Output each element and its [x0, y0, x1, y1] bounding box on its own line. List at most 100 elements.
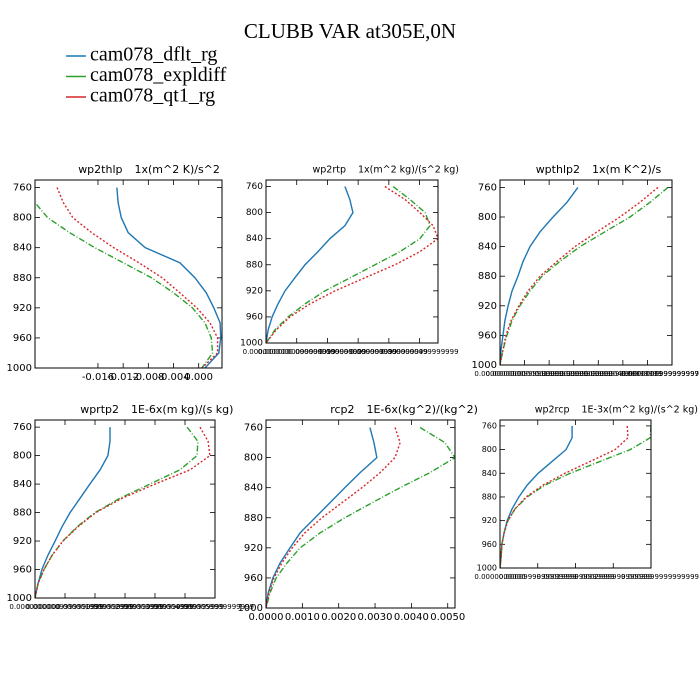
y-tick-label: 840	[478, 242, 497, 253]
panel-title: wp2rcp	[535, 405, 570, 416]
profile-line	[500, 186, 579, 365]
y-tick-label: 800	[244, 453, 263, 464]
x-tick-label: 0.0000029999999999	[86, 603, 164, 611]
profile-line	[116, 187, 222, 368]
y-tick-label: 960	[244, 573, 263, 584]
panel-title: wp2rtp	[312, 165, 346, 176]
plot-frame	[265, 179, 439, 344]
panel-units: 1x(m^2 kg)/(s^2 kg)	[358, 165, 459, 176]
legend-label: cam078_expldiff	[90, 64, 227, 86]
legend-label: cam078_dflt_rg	[90, 44, 217, 66]
x-tick-label: 0.0000000000	[474, 573, 525, 581]
panel-title: wpthlp2	[536, 163, 580, 176]
y-tick-label: 800	[246, 208, 263, 218]
x-tick-label: 0.0000000399999999	[350, 348, 428, 356]
y-tick-label: 1000	[238, 603, 263, 614]
profile-line	[500, 186, 659, 365]
profile-line	[35, 201, 214, 368]
x-tick-label: 0.0050	[430, 612, 465, 623]
y-tick-label: 800	[13, 213, 32, 224]
y-tick-label: 880	[13, 508, 32, 519]
y-tick-label: 760	[13, 183, 32, 194]
profile-line	[35, 427, 111, 598]
y-tick-label: 920	[244, 543, 263, 554]
y-tick-label: 1000	[240, 339, 263, 349]
y-tick-label: 960	[13, 333, 32, 344]
x-tick-label: 0.0000009999999999	[26, 603, 104, 611]
x-tick-label: 0.0030	[358, 612, 393, 623]
y-tick-label: 760	[246, 182, 263, 192]
legend-label: cam078_qt1_rg	[90, 85, 215, 107]
profile-line	[266, 427, 378, 608]
y-tick-label: 760	[478, 182, 497, 193]
y-tick-label: 880	[478, 271, 497, 282]
panel-title: rcp2	[330, 403, 354, 416]
panel-units: 1E-6x(kg^2)/(kg^2)	[367, 403, 478, 416]
profile-line	[500, 186, 669, 365]
x-tick-label: 0.0000003999999999	[559, 370, 637, 378]
panel-units: 1x(m K^2)/s	[592, 163, 661, 176]
y-tick-label: 800	[482, 445, 497, 454]
x-tick-label: 0.0000000299999999	[319, 348, 397, 356]
x-tick-label: 0.0000039999999999	[116, 603, 194, 611]
y-tick-label: 1000	[7, 363, 32, 374]
x-tick-label: 0.0003999999999999	[621, 573, 699, 581]
plot-frame	[499, 419, 652, 569]
y-tick-label: 840	[13, 479, 32, 490]
x-tick-label: 0.0000049999999999	[146, 603, 224, 611]
x-tick-label: 0.0020	[321, 612, 356, 623]
y-tick-label: 960	[246, 312, 263, 322]
y-tick-label: 840	[246, 234, 263, 244]
y-tick-label: 960	[13, 565, 32, 576]
x-tick-label: 0.0000000099999999	[258, 348, 336, 356]
x-tick-label: 0.0000019999999999	[56, 603, 134, 611]
plot-frame	[499, 179, 673, 366]
y-tick-label: 920	[482, 516, 497, 525]
x-tick-label: 0.0000000000	[474, 370, 525, 378]
y-tick-label: 800	[478, 212, 497, 223]
y-tick-label: 920	[13, 303, 32, 314]
x-tick-label: 0.0000000499999999	[381, 348, 459, 356]
panel-units: 1E-6x(m kg)/(s kg)	[131, 403, 233, 416]
profile-line	[266, 186, 354, 343]
x-tick-label: 0.0000059999999999	[176, 603, 254, 611]
x-tick-label: -0.016	[82, 372, 114, 383]
x-tick-label: 0.0000002999999999	[535, 370, 613, 378]
x-tick-label: 0.0000000199999999	[288, 348, 366, 356]
x-tick-label: -0.008	[132, 372, 164, 383]
plot-frame	[265, 419, 456, 609]
y-tick-label: 1000	[7, 593, 32, 604]
y-tick-label: 920	[13, 536, 32, 547]
profile-line	[266, 427, 401, 608]
x-tick-label: 0.0000006999999997	[621, 370, 699, 378]
panel-units: 1E-3x(m^2 kg)/(s^2 kg)	[582, 405, 698, 416]
y-tick-label: 840	[482, 469, 497, 478]
x-tick-label: 0.0000999999999999	[499, 573, 577, 581]
plot-frame	[34, 419, 216, 599]
x-tick-label: 0.0040	[394, 612, 429, 623]
panel-title: wprtp2	[80, 403, 119, 416]
y-tick-label: 1000	[477, 564, 497, 573]
y-tick-label: 760	[482, 421, 497, 430]
y-tick-label: 1000	[472, 360, 497, 371]
x-tick-label: 0.0002999999999999	[574, 573, 652, 581]
x-tick-label: 0.0000000999999999	[486, 370, 564, 378]
y-tick-label: 880	[246, 260, 263, 270]
plot-frame	[34, 179, 223, 369]
y-tick-label: 880	[482, 492, 497, 501]
x-tick-label: 0.000	[184, 372, 213, 383]
x-tick-label: 0.000000000	[243, 348, 290, 356]
y-tick-label: 880	[13, 273, 32, 284]
profile-line	[266, 426, 455, 608]
y-tick-label: 920	[246, 286, 263, 296]
x-tick-label: 0.0000000000	[9, 603, 60, 611]
panel-units: 1x(m^2 K)/s^2	[135, 163, 220, 176]
y-tick-label: 880	[244, 513, 263, 524]
profile-line	[500, 425, 629, 568]
x-tick-label: 0.0000001999999999	[510, 370, 588, 378]
x-tick-label: -0.004	[157, 372, 189, 383]
x-tick-label: 0.0010	[285, 612, 320, 623]
x-tick-label: 0.0001999999999999	[537, 573, 615, 581]
